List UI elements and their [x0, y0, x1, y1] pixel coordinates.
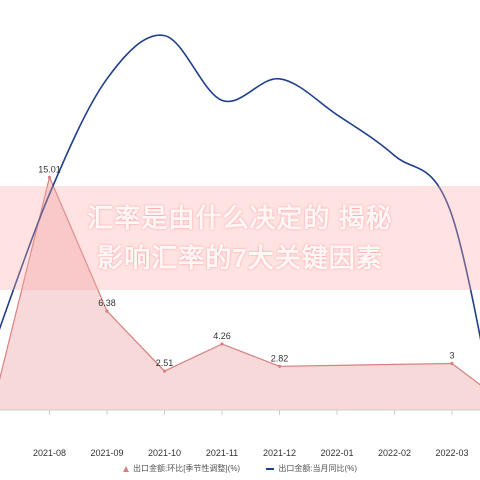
- mom-series-line: [0, 175, 480, 386]
- mom-area-fill: [0, 177, 480, 410]
- x-tick-label: 2021-08: [33, 448, 66, 458]
- yoy-series-line: [0, 34, 480, 341]
- mom-point-2021-09[interactable]: [105, 309, 109, 313]
- data-label-2022-03: 3: [449, 351, 454, 361]
- legend-item-yoy[interactable]: 出口金额:当月同比(%): [266, 463, 357, 474]
- data-label-2021-08: 15.01: [38, 164, 61, 174]
- banner-line-2: 影响汇率的7大关键因素: [97, 243, 383, 273]
- area-series-layer: [0, 175, 480, 410]
- x-tick-label: 2022-03: [435, 448, 468, 458]
- triangle-icon: [122, 465, 129, 472]
- banner-line-1: 汇率是由什么决定的 揭秘: [87, 203, 393, 233]
- overlay-banner-text: 汇率是由什么决定的 揭秘 影响汇率的7大关键因素: [40, 198, 440, 278]
- x-tick-label: 2021-10: [148, 448, 181, 458]
- mom-point-2021-08[interactable]: [47, 175, 52, 179]
- x-axis-ticks: 072021-082021-092021-102021-112021-12202…: [33, 410, 469, 458]
- mom-point-2021-10[interactable]: [162, 369, 167, 373]
- overlay-banner: [0, 186, 480, 290]
- data-labels: 15.01 6.38 2.51 4.26 2.82 3: [38, 164, 454, 368]
- mom-point-2021-12[interactable]: [277, 364, 282, 368]
- legend-label-yoy: 出口金额:当月同比(%): [278, 464, 357, 473]
- x-tick-label: 2022-01: [320, 448, 353, 458]
- mom-point-2021-11[interactable]: [220, 342, 224, 346]
- line-series-layer: [0, 34, 480, 341]
- legend-item-mom[interactable]: 出口金额:环比[季节性调整](%): [122, 463, 241, 474]
- mom-point-2022-03[interactable]: [450, 361, 454, 366]
- data-label-2021-11: 4.26: [213, 331, 231, 341]
- legend-label-mom: 出口金额:环比[季节性调整](%): [132, 464, 241, 473]
- x-tick-label: 2021-09: [90, 448, 123, 458]
- chart-canvas: 072021-082021-092021-102021-112021-12202…: [0, 34, 480, 458]
- x-tick-label: 2022-02: [378, 448, 411, 458]
- data-label-2021-12: 2.82: [271, 353, 289, 363]
- data-label-2021-09: 6.38: [98, 298, 116, 308]
- line-swatch-icon: [266, 467, 275, 470]
- chart-legend: 出口金额:环比[季节性调整](%) 出口金额:当月同比(%): [0, 463, 480, 477]
- x-tick-label: 2021-12: [263, 448, 296, 458]
- data-label-2021-10: 2.51: [156, 358, 174, 368]
- x-tick-label: 2021-11: [206, 448, 238, 458]
